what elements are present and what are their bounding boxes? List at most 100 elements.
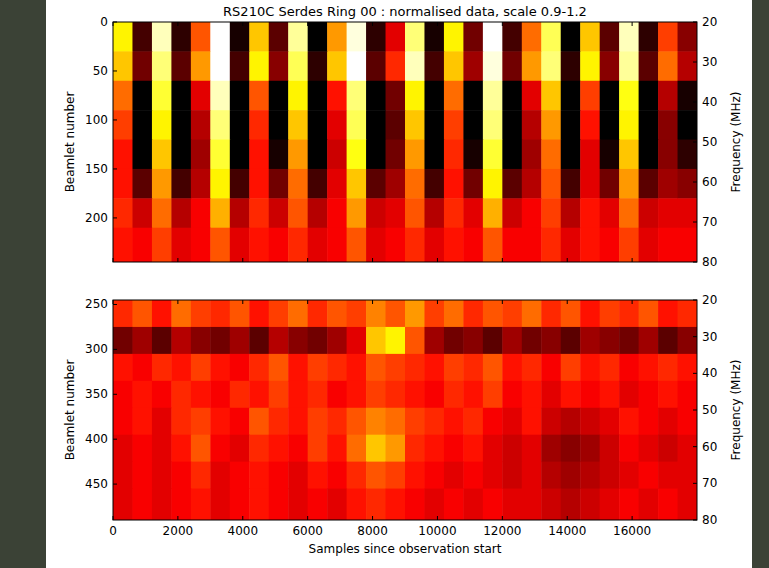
cell	[463, 489, 483, 520]
y-tick-label: 50	[93, 64, 108, 78]
cell	[191, 140, 211, 170]
cell	[191, 169, 211, 199]
cell	[230, 462, 250, 489]
frame	[113, 300, 697, 520]
cell	[386, 110, 406, 140]
cell	[288, 381, 308, 408]
cell	[327, 300, 347, 327]
cell	[678, 354, 697, 381]
cell	[561, 381, 581, 408]
cell	[171, 140, 191, 170]
cell	[444, 300, 464, 327]
y-tick	[113, 304, 117, 305]
cell	[366, 489, 386, 520]
cell	[171, 462, 191, 489]
cell	[249, 51, 269, 81]
x-tick	[307, 22, 308, 26]
cell	[405, 354, 425, 381]
cell	[171, 381, 191, 408]
cell	[113, 462, 133, 489]
cell	[191, 228, 211, 262]
x-tick-label: 16000	[613, 524, 651, 538]
y2-tick	[693, 182, 697, 183]
cell	[639, 435, 659, 462]
cell	[561, 354, 581, 381]
cell	[269, 300, 289, 327]
cell	[269, 22, 289, 52]
cell	[580, 110, 600, 140]
cell	[269, 489, 289, 520]
cell	[249, 462, 269, 489]
x-tick	[113, 258, 114, 262]
x-tick	[372, 300, 373, 304]
y2-tick	[693, 483, 697, 484]
cell	[288, 327, 308, 354]
panel: 0200040006000800010000120001400016000250…	[63, 293, 743, 556]
cell	[230, 435, 250, 462]
cell	[171, 81, 191, 111]
cell	[366, 22, 386, 52]
cell	[210, 169, 230, 199]
cell	[405, 462, 425, 489]
cell	[639, 110, 659, 140]
cell	[424, 462, 444, 489]
cell	[152, 81, 172, 111]
cell	[347, 408, 367, 435]
cell	[483, 110, 503, 140]
cell	[132, 300, 152, 327]
cell	[113, 300, 133, 327]
cell	[132, 198, 152, 228]
y-tick	[113, 119, 117, 120]
cell	[444, 169, 464, 199]
cell	[678, 327, 697, 354]
cell	[463, 354, 483, 381]
cell	[113, 51, 133, 81]
cell	[424, 354, 444, 381]
cell	[191, 489, 211, 520]
cell	[522, 81, 542, 111]
y2-tick-label: 20	[702, 15, 717, 29]
x-tick-label: 0	[109, 524, 117, 538]
cell	[210, 489, 230, 520]
cell	[522, 22, 542, 52]
cell	[405, 300, 425, 327]
y2-tick-label: 60	[702, 440, 717, 454]
x-tick	[177, 516, 178, 520]
x-tick	[567, 258, 568, 262]
cell	[502, 381, 522, 408]
cell	[483, 169, 503, 199]
cell	[386, 81, 406, 111]
cell	[171, 198, 191, 228]
cell	[249, 489, 269, 520]
cell	[658, 408, 678, 435]
cell	[132, 462, 152, 489]
y2-tick	[693, 102, 697, 103]
cell	[347, 462, 367, 489]
cell	[347, 435, 367, 462]
cell	[600, 140, 620, 170]
y2-tick-label: 40	[702, 366, 717, 380]
cell	[288, 489, 308, 520]
cell	[327, 51, 347, 81]
cell	[152, 228, 172, 262]
cell	[308, 140, 328, 170]
cell	[541, 51, 561, 81]
cell	[132, 327, 152, 354]
cell	[308, 435, 328, 462]
cell	[269, 198, 289, 228]
cell	[619, 228, 639, 262]
cell	[113, 169, 133, 199]
cell	[171, 408, 191, 435]
cell	[600, 462, 620, 489]
cell	[561, 169, 581, 199]
cell	[580, 198, 600, 228]
y2-tick-label: 50	[702, 403, 717, 417]
cell	[405, 51, 425, 81]
cell	[561, 462, 581, 489]
y2-tick-label: 40	[702, 95, 717, 109]
cell	[249, 381, 269, 408]
cell	[288, 408, 308, 435]
cell	[405, 228, 425, 262]
cell	[191, 51, 211, 81]
cell	[249, 435, 269, 462]
